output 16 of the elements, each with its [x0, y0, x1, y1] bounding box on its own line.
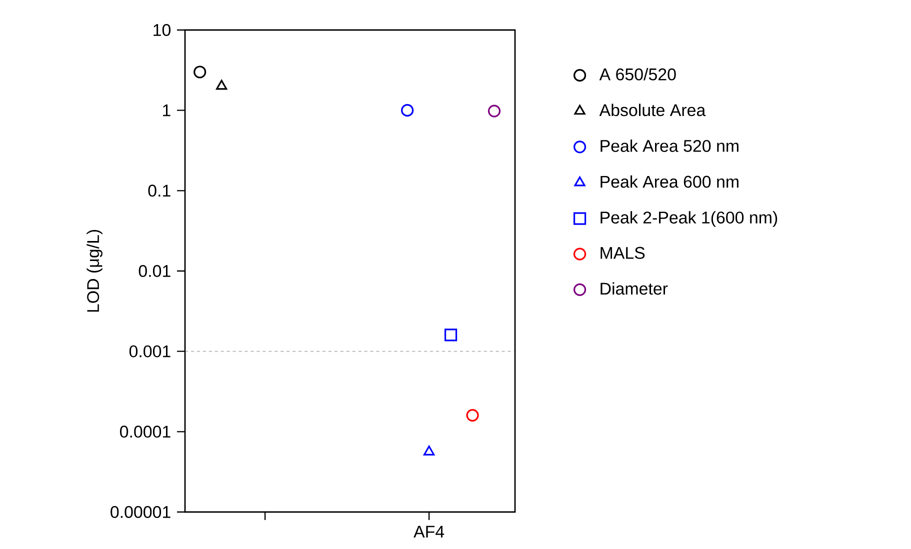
- legend-label: Peak Area 600 nm: [600, 175, 738, 188]
- legend-label: MALS: [600, 246, 645, 259]
- legend-label: Absolute Area: [599, 104, 706, 116]
- legend-label: Diameter: [600, 282, 668, 295]
- legend-label: Peak 2-Peak 1(600 nm): [600, 211, 778, 227]
- y-tick-label: 0.00001: [110, 506, 170, 518]
- y-tick-label: 10: [154, 24, 170, 36]
- legend-label: Peak Area 520 nm: [600, 140, 738, 152]
- y-axis-title: LOD (μg/L): [86, 230, 102, 312]
- legend-label: A 650/520: [599, 68, 676, 80]
- y-tick-label: 1: [163, 104, 170, 116]
- y-tick-label: 0.01: [138, 265, 170, 278]
- x-tick-label: AF4: [414, 526, 444, 538]
- y-tick-label: 0.0001: [120, 426, 170, 438]
- y-tick-label: 0.1: [148, 184, 170, 197]
- y-tick-label: 0.001: [129, 345, 170, 358]
